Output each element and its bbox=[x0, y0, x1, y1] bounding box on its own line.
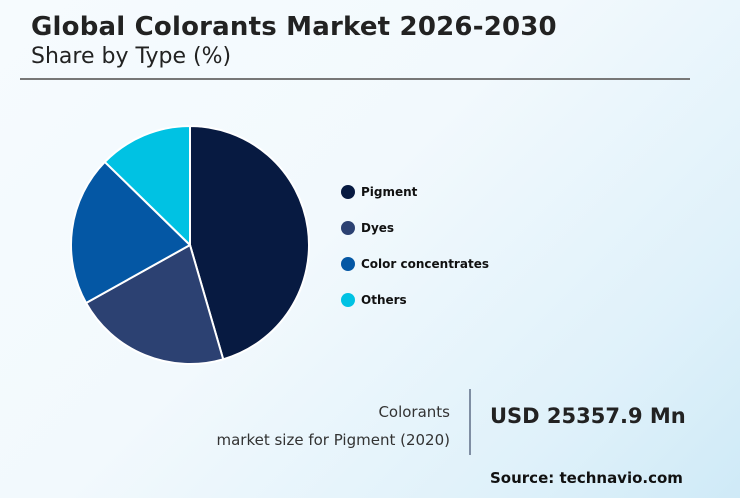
market-size-caption-line1: Colorants bbox=[378, 403, 450, 421]
source-credit: Source: technavio.com bbox=[490, 469, 683, 487]
market-size-caption: Colorants market size for Pigment (2020) bbox=[216, 398, 450, 454]
title-divider bbox=[20, 78, 690, 80]
pie-slice-others bbox=[103, 125, 191, 246]
legend-label: Others bbox=[361, 293, 407, 307]
legend-dot-icon bbox=[341, 221, 355, 235]
legend-dot-icon bbox=[341, 293, 355, 307]
chart-title: Global Colorants Market 2026-2030 bbox=[31, 12, 557, 42]
legend-item-others: Others bbox=[341, 282, 489, 318]
pie-slice-dyes bbox=[85, 244, 225, 365]
legend-label: Dyes bbox=[361, 221, 395, 235]
pie-slice-color-concentrates bbox=[70, 160, 191, 304]
legend: Pigment Dyes Color concentrates Others bbox=[341, 174, 489, 318]
market-size-value: USD 25357.9 Mn bbox=[490, 404, 686, 428]
legend-item-dyes: Dyes bbox=[341, 210, 489, 246]
pie-chart bbox=[70, 125, 310, 365]
legend-item-pigment: Pigment bbox=[341, 174, 489, 210]
legend-dot-icon bbox=[341, 257, 355, 271]
legend-label: Pigment bbox=[361, 185, 418, 199]
chart-subtitle: Share by Type (%) bbox=[31, 44, 232, 69]
legend-item-color-concentrates: Color concentrates bbox=[341, 246, 489, 282]
legend-dot-icon bbox=[341, 185, 355, 199]
market-size-caption-line2: market size for Pigment (2020) bbox=[216, 431, 450, 449]
pie-slice-pigment bbox=[189, 125, 310, 361]
stat-divider bbox=[469, 389, 471, 455]
legend-label: Color concentrates bbox=[361, 257, 489, 271]
